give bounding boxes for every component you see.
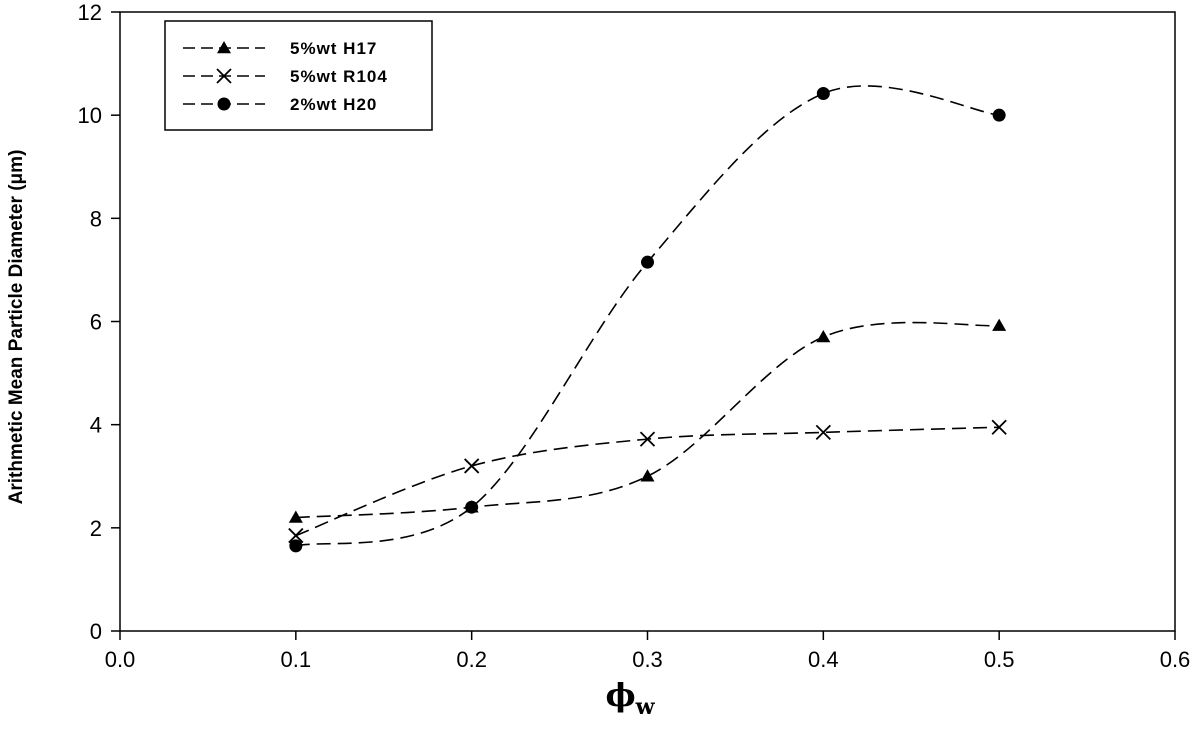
y-tick-label: 0	[90, 619, 102, 644]
series-2	[288, 419, 1007, 544]
legend-marker	[216, 68, 232, 84]
series-group	[288, 85, 1007, 553]
y-tick-label: 4	[90, 413, 102, 438]
data-point	[641, 255, 654, 269]
data-point	[464, 458, 480, 474]
legend-label: 5%wt R104	[290, 67, 388, 86]
x-axis-label-subscript: w	[635, 694, 656, 720]
legend-entry: 5%wt H17	[183, 39, 377, 58]
data-point	[816, 329, 831, 343]
series-3	[289, 85, 1006, 553]
axes: 0.0 0.1 0.2 0.3 0.4 0.5 0.6 0 2 4 6 8 10 12	[78, 0, 1191, 672]
x-tick-label: 0.5	[984, 647, 1015, 672]
x-tick-label: 0.0	[105, 647, 136, 672]
legend-label: 2%wt H20	[290, 95, 377, 114]
data-point	[815, 424, 831, 441]
x-tick-label: 0.6	[1160, 647, 1191, 672]
legend-marker	[217, 97, 231, 111]
data-point	[992, 318, 1007, 331]
x-tick-label: 0.1	[281, 647, 312, 672]
legend-label: 5%wt H17	[290, 39, 377, 58]
x-tick-label: 0.2	[456, 647, 487, 672]
data-point	[991, 419, 1007, 435]
y-tick-label: 10	[78, 103, 102, 128]
y-tick-label: 2	[90, 516, 102, 541]
y-tick-label: 12	[78, 0, 102, 25]
x-axis-label-main: ϕ	[605, 676, 635, 714]
data-point	[816, 87, 830, 101]
data-point	[992, 108, 1006, 122]
legend-entry: 2%wt H20	[183, 95, 377, 114]
data-point	[640, 469, 655, 482]
x-axis-label: ϕw	[605, 676, 655, 720]
x-tick-label: 0.4	[808, 647, 839, 672]
y-axis-label: Arithmetic Mean Particle Diameter (μm)	[6, 150, 27, 505]
y-tick-label: 8	[90, 206, 102, 231]
data-point	[289, 539, 303, 553]
data-point	[465, 500, 479, 514]
legend: 5%wt H17 5%wt R104 2%wt H20	[164, 20, 433, 131]
x-tick-label: 0.3	[632, 647, 663, 672]
y-tick-label: 6	[90, 310, 102, 335]
data-point	[639, 431, 656, 447]
data-point	[288, 510, 303, 523]
data-point	[288, 527, 304, 544]
legend-entry: 5%wt R104	[183, 67, 388, 86]
series-line	[295, 321, 1000, 519]
legend-marker	[217, 41, 231, 54]
